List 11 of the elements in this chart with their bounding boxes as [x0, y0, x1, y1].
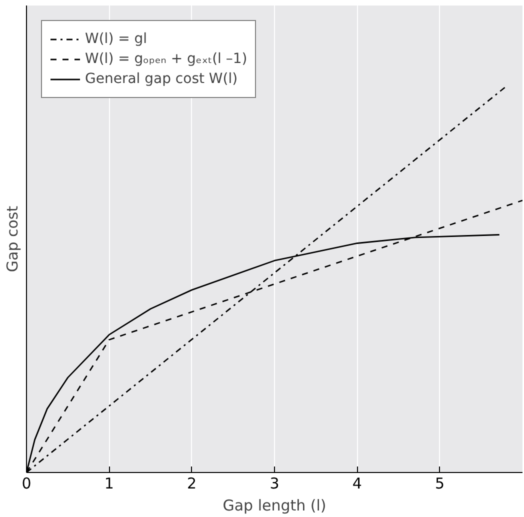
legend-label: W(l) = gl: [85, 30, 148, 49]
y-axis-title: Gap cost: [4, 206, 22, 272]
legend-label: General gap cost W(l): [85, 70, 238, 89]
x-axis-title: Gap length (l): [222, 496, 326, 514]
legend-label: W(l) = gₒₚₑₙ + gₑₓₜ(l –1): [85, 50, 248, 69]
x-tick-label: 3: [270, 474, 280, 492]
x-tick-label: 0: [22, 474, 32, 492]
x-tick-label: 2: [187, 474, 197, 492]
x-tick-label: 5: [435, 474, 445, 492]
x-tick-label: 1: [104, 474, 114, 492]
x-tick-label: 4: [352, 474, 362, 492]
